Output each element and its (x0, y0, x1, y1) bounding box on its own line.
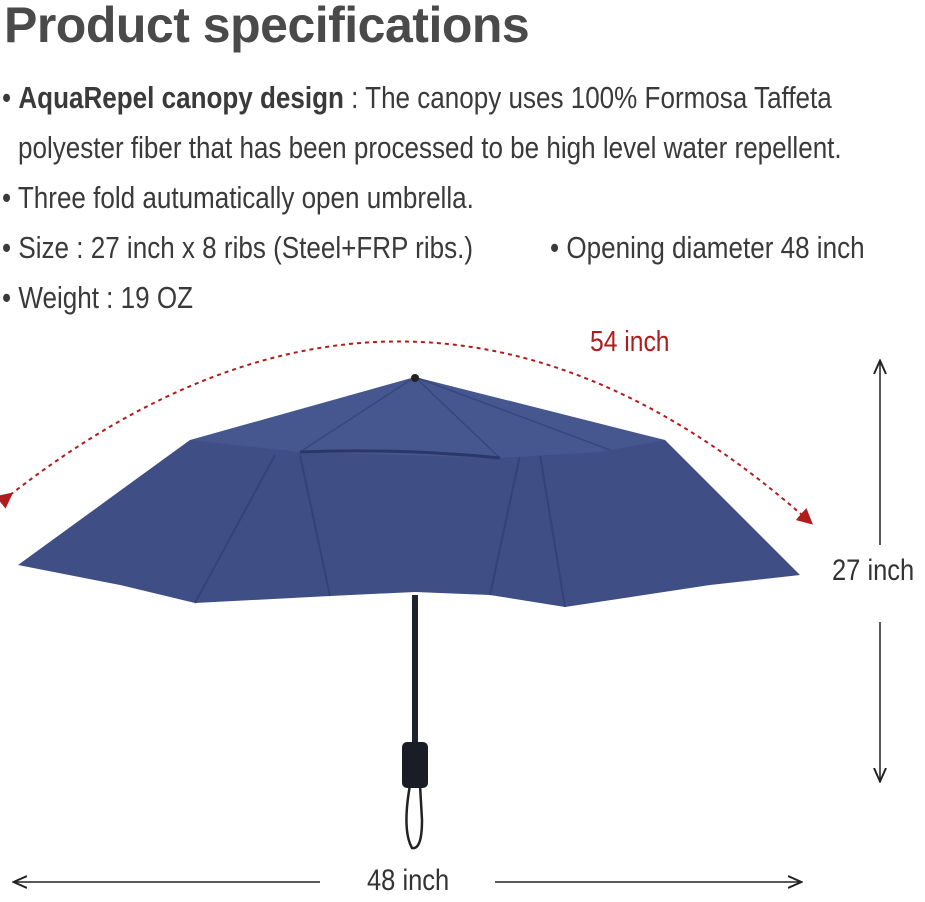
bullet: • (2, 180, 12, 215)
page-title: Product specifications (4, 0, 530, 53)
umbrella-shaft (412, 595, 418, 745)
spec-canopy-text-2: polyester fiber that has been processed … (18, 130, 842, 165)
arc-arrow (0, 340, 813, 525)
spec-canopy-text: : The canopy uses 100% Formosa Taffeta (343, 80, 832, 115)
spec-weight: • Weight : 19 OZ (2, 280, 193, 316)
bullet: • (550, 230, 560, 265)
spec-canopy-heading: AquaRepel canopy design (18, 80, 344, 115)
bullet: • (2, 280, 12, 315)
spec-canopy: • AquaRepel canopy design : The canopy u… (2, 80, 832, 116)
umbrella-canopy-lower (18, 440, 800, 607)
spec-fold: • Three fold autumatically open umbrella… (2, 180, 474, 216)
width-label: 48 inch (367, 864, 450, 897)
arc-length-label: 54 inch (590, 326, 670, 358)
spec-weight-text: Weight : 19 OZ (18, 280, 194, 315)
spec-size: • Size : 27 inch x 8 ribs (Steel+FRP rib… (2, 230, 473, 266)
bullet: • (2, 230, 12, 265)
spec-diameter: • Opening diameter 48 inch (550, 230, 865, 266)
handle-strap (405, 784, 424, 850)
spec-size-text: Size : 27 inch x 8 ribs (Steel+FRP ribs.… (18, 230, 474, 265)
height-label: 27 inch (832, 554, 915, 587)
umbrella-canopy-upper (190, 377, 665, 458)
spec-diameter-text: Opening diameter 48 inch (566, 230, 865, 265)
umbrella-handle (402, 742, 428, 788)
spec-fold-text: Three fold autumatically open umbrella. (17, 180, 474, 215)
bullet: • (2, 80, 12, 115)
